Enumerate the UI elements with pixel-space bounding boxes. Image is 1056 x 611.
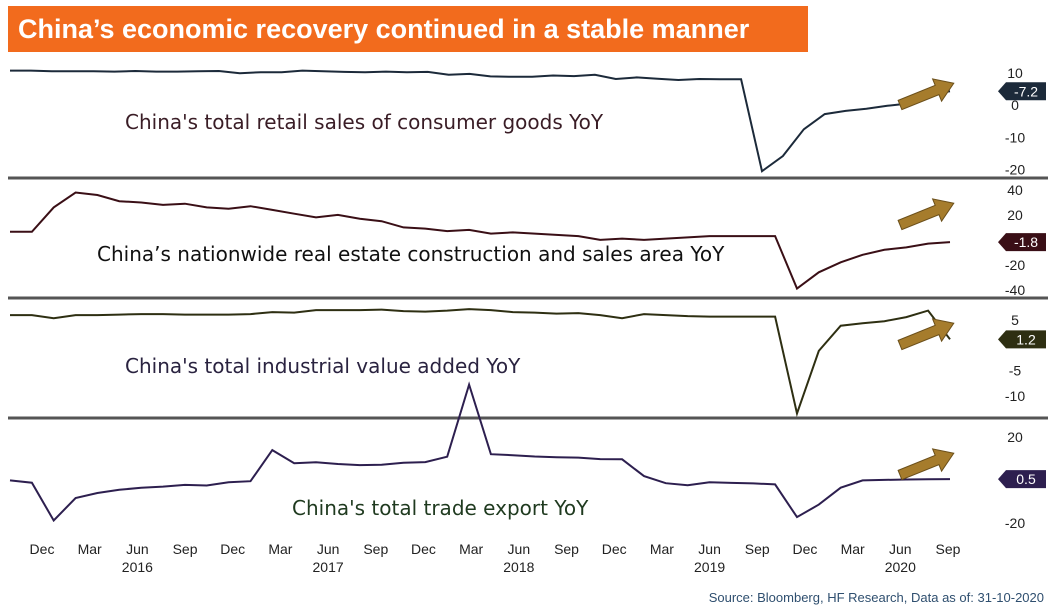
retail-last-value-badge: [998, 82, 1046, 101]
real-estate-label: China’s nationwide real estate construct…: [97, 242, 725, 266]
retail-y-tick-label: 0: [1011, 97, 1019, 113]
x-tick-label: Jun: [889, 541, 912, 557]
retail-y-tick-label: -10: [1005, 129, 1025, 145]
realestate-series-line: [10, 191, 951, 291]
retail-y-tick-label: 10: [1007, 65, 1023, 81]
x-tick-label: Mar: [650, 541, 674, 557]
x-year-label: 2019: [694, 559, 725, 575]
x-tick-label: Mar: [268, 541, 292, 557]
export-y-tick-label: -20: [1005, 515, 1025, 531]
x-tick-label: Sep: [363, 541, 388, 557]
retail-sales-label: China's total retail sales of consumer g…: [125, 110, 604, 134]
x-tick-label: Dec: [220, 541, 245, 557]
export-label: China's total trade export YoY: [292, 496, 589, 520]
x-tick-label: Jun: [317, 541, 340, 557]
retail-y-tick-label: -20: [1005, 162, 1025, 178]
x-tick-label: Jun: [126, 541, 149, 557]
x-year-label: 2020: [885, 559, 916, 575]
x-year-label: 2017: [313, 559, 344, 575]
retail-last-value-label: -7.2: [1014, 83, 1038, 99]
realestate-last-value-label: -1.8: [1014, 234, 1038, 250]
x-tick-label: Dec: [30, 541, 55, 557]
x-tick-label: Mar: [841, 541, 865, 557]
x-tick-label: Dec: [411, 541, 436, 557]
x-tick-label: Mar: [459, 541, 483, 557]
x-tick-label: Sep: [554, 541, 579, 557]
x-tick-label: Dec: [602, 541, 627, 557]
industrial-label: China's total industrial value added YoY: [125, 354, 521, 378]
chart-title: China’s economic recovery continued in a…: [8, 6, 808, 52]
industrial-trend-arrow-icon: [897, 318, 955, 351]
realestate-y-tick-label: 40: [1007, 182, 1023, 198]
source-note: Source: Bloomberg, HF Research, Data as …: [708, 590, 1044, 605]
realestate-y-tick-label: -40: [1005, 282, 1025, 298]
export-trend-arrow-icon: [897, 448, 955, 481]
retail-series-line: [10, 69, 951, 173]
industrial-y-tick-label: -10: [1005, 388, 1025, 404]
export-last-value-badge: [998, 470, 1046, 489]
realestate-last-value-badge: [998, 233, 1046, 252]
industrial-series-line: [10, 308, 951, 418]
x-tick-label: Jun: [698, 541, 721, 557]
realestate-y-tick-label: 20: [1007, 207, 1023, 223]
realestate-trend-arrow-icon: [897, 198, 955, 231]
export-y-tick-label: 20: [1007, 429, 1023, 445]
x-year-label: 2016: [122, 559, 153, 575]
industrial-last-value-badge: [998, 330, 1046, 349]
x-tick-label: Sep: [936, 541, 961, 557]
realestate-y-tick-label: -20: [1005, 257, 1025, 273]
export-last-value-label: 0.5: [1016, 471, 1036, 487]
x-tick-label: Sep: [173, 541, 198, 557]
x-tick-label: Mar: [78, 541, 102, 557]
export-series-line: [9, 381, 951, 523]
x-tick-label: Dec: [792, 541, 817, 557]
industrial-y-tick-label: 5: [1011, 312, 1019, 328]
x-tick-label: Sep: [745, 541, 770, 557]
x-year-label: 2018: [503, 559, 534, 575]
industrial-y-tick-label: -5: [1009, 363, 1022, 379]
x-tick-label: Jun: [508, 541, 531, 557]
industrial-last-value-label: 1.2: [1016, 331, 1036, 347]
retail-trend-arrow-icon: [897, 78, 955, 111]
